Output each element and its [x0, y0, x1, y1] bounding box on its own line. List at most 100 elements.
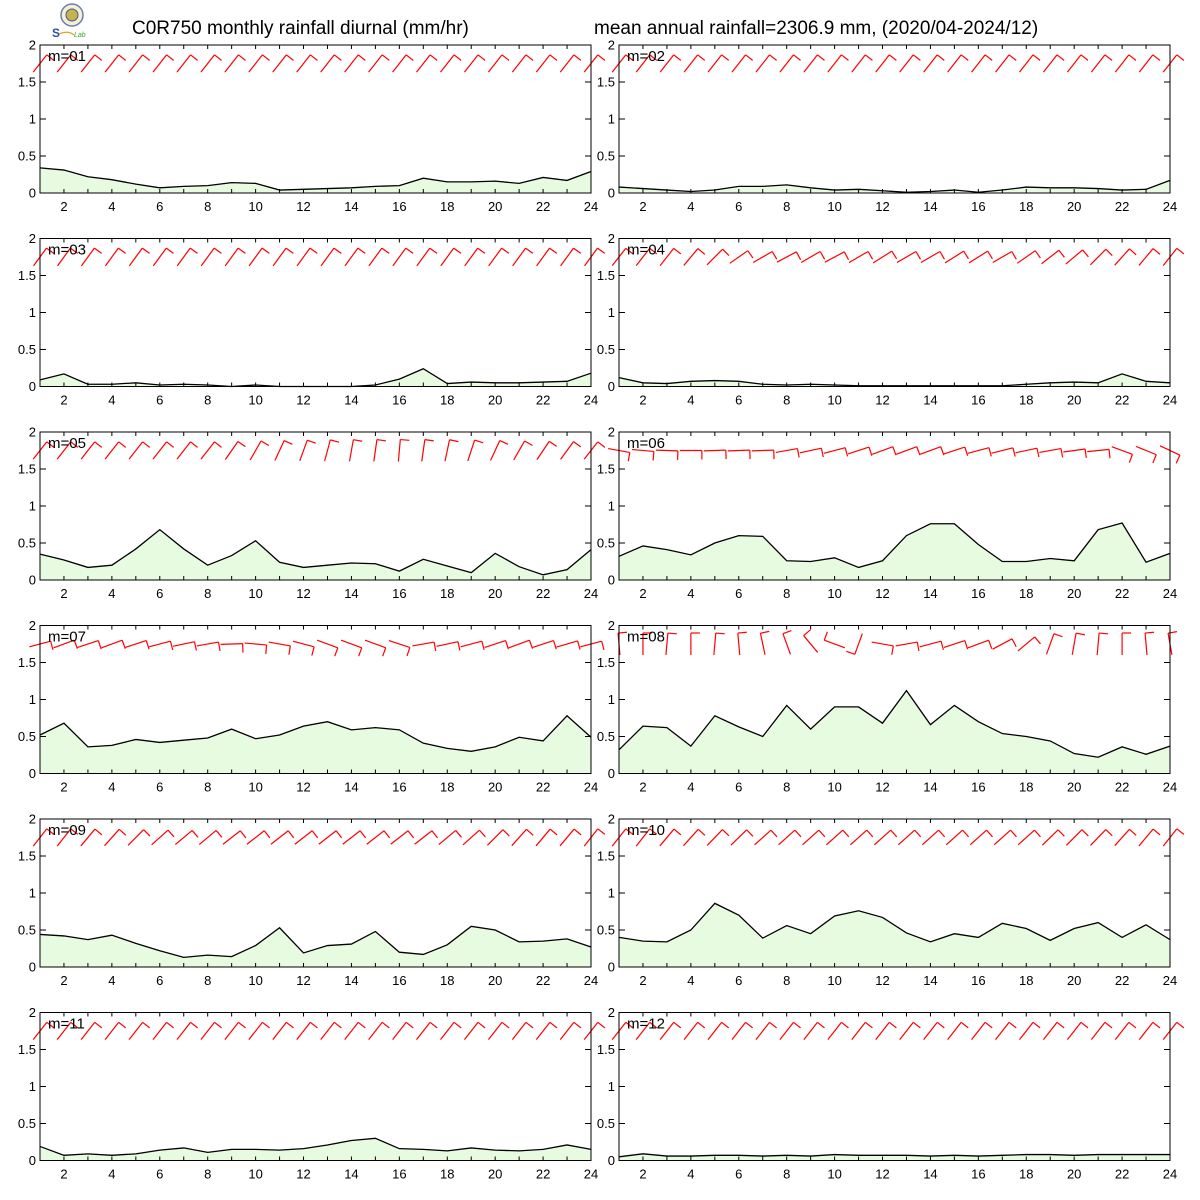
wind-barb-feather	[265, 644, 268, 654]
wind-barb-staff	[174, 829, 193, 846]
rainfall-point	[857, 1154, 860, 1157]
wind-barb	[778, 829, 802, 846]
rainfall-point	[134, 1152, 137, 1155]
rainfall-point	[110, 564, 113, 567]
y-tick-label: 0.5	[18, 923, 36, 938]
wind-barb-staff	[729, 250, 749, 264]
wind-barb	[730, 829, 754, 846]
rainfall-point	[881, 1154, 884, 1157]
panel-8: 00.511.522 4 6 8 10 12 14 16 18 20 22 24m=08	[597, 618, 1177, 795]
wind-barb-feather	[770, 829, 778, 838]
wind-barb-feather	[117, 247, 126, 254]
rainfall-point	[953, 1154, 956, 1157]
rainfall-point	[1073, 752, 1076, 755]
wind-barb-staff	[127, 829, 145, 846]
rainfall-point	[641, 940, 644, 943]
wind-barb-staff	[274, 440, 285, 461]
x-tick-label: 6	[735, 586, 742, 601]
wind-barb	[707, 1021, 730, 1041]
rainfall-point	[446, 180, 449, 183]
wind-barb-staff	[536, 441, 550, 460]
wind-barb-feather	[1081, 829, 1089, 837]
x-tick-label: 18	[1019, 586, 1033, 601]
wind-barb	[895, 641, 920, 652]
wind-barb-staff	[487, 54, 503, 73]
wind-barb-feather	[382, 647, 387, 657]
wind-barb-feather	[505, 640, 509, 650]
wind-barb-staff	[560, 247, 574, 267]
wind-barb-staff	[895, 446, 918, 455]
wind-barb	[80, 828, 103, 847]
wind-barb-feather	[597, 441, 606, 448]
wind-barb-staff	[1042, 54, 1058, 73]
wind-barb-staff	[57, 247, 71, 267]
wind-barb	[919, 640, 944, 651]
wind-barb-staff	[1090, 54, 1106, 73]
rainfall-point	[1001, 560, 1004, 563]
x-tick-label: 24	[1163, 780, 1177, 795]
wind-barb-staff	[991, 447, 1014, 454]
rainfall-point	[398, 728, 401, 731]
y-tick-label: 0.5	[597, 536, 615, 551]
rainfall-point	[470, 1146, 473, 1149]
wind-barb-feather	[960, 54, 969, 61]
wind-barb-feather	[359, 830, 367, 839]
wind-barb	[270, 830, 295, 845]
wind-barb-feather	[1152, 54, 1161, 61]
wind-barb	[460, 640, 485, 651]
wind-barb	[436, 641, 461, 651]
wind-barb-feather	[525, 54, 534, 61]
wind-barb-staff	[752, 250, 773, 264]
rainfall-point	[785, 183, 788, 186]
wind-barb-staff	[824, 639, 846, 649]
wind-barb-staff	[152, 441, 168, 460]
rainfall-point	[230, 955, 233, 958]
wind-barb-staff	[1114, 828, 1130, 847]
rainfall-point	[230, 181, 233, 184]
wind-barb	[392, 1021, 414, 1041]
wind-barb	[224, 440, 246, 460]
wind-barb	[849, 829, 874, 846]
x-tick-label: 18	[1019, 1167, 1033, 1182]
rainfall-point	[350, 561, 353, 564]
rainfall-point	[1001, 732, 1004, 735]
wind-barb-staff	[559, 828, 575, 847]
wind-barb	[316, 639, 339, 657]
wind-barb-staff	[511, 828, 527, 847]
wind-barb	[560, 247, 582, 267]
wind-barb	[200, 54, 222, 73]
wind-barb-feather	[383, 830, 391, 839]
wind-barb-feather	[912, 1021, 921, 1029]
rainfall-point	[785, 704, 788, 707]
rainfall-point	[158, 1149, 161, 1152]
wind-barb-feather	[94, 441, 103, 448]
y-tick-label: 1.5	[18, 655, 36, 670]
wind-barb-staff	[316, 639, 339, 649]
x-tick-label: 2	[639, 1167, 646, 1182]
rainfall-point	[929, 940, 932, 943]
rainfall-point	[182, 956, 185, 959]
wind-barb-feather	[70, 247, 79, 254]
wind-barb	[272, 1021, 294, 1041]
wind-barb-feather	[455, 830, 462, 838]
y-tick-label: 0	[29, 766, 36, 781]
y-tick-label: 1	[608, 305, 615, 320]
rainfall-point	[518, 940, 521, 943]
wind-barb	[1114, 828, 1137, 847]
rainfall-point	[566, 568, 569, 571]
wind-barb	[846, 633, 863, 655]
wind-barb-staff	[1015, 447, 1038, 454]
wind-barb	[152, 441, 175, 460]
x-tick-label: 20	[488, 1167, 502, 1182]
rainfall-area	[40, 529, 591, 580]
wind-barb	[751, 449, 775, 460]
month-label: m=11	[48, 1016, 85, 1033]
wind-barb	[706, 248, 730, 266]
chart-title-left: C0R750 monthly rainfall diurnal (mm/hr)	[132, 18, 469, 39]
wind-barb-staff	[1135, 445, 1157, 456]
rainfall-point	[422, 953, 425, 956]
wind-barb	[1114, 1021, 1137, 1041]
wind-barb-staff	[683, 248, 699, 266]
wind-barb-staff	[272, 1021, 287, 1041]
wind-barb-feather	[864, 1021, 873, 1029]
